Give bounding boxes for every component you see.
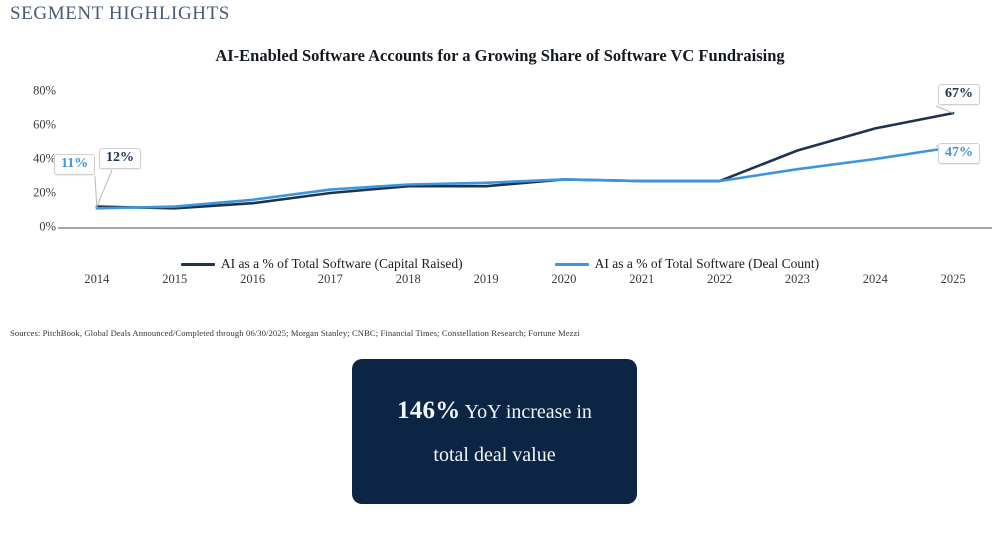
x-tick-label: 2016 <box>240 272 266 286</box>
line-capital-raised <box>95 111 955 210</box>
y-axis: 0% 20% 40% 60% 80% <box>0 80 56 240</box>
stat-card-line-2: total deal value <box>433 444 556 466</box>
legend-swatch-deal-count <box>554 262 589 266</box>
callout-2014-deal-count: 11% <box>54 154 96 176</box>
x-tick-label: 2014 <box>84 272 110 286</box>
x-tick-label: 2018 <box>395 272 421 286</box>
callout-2025-deal-count: 47% <box>938 143 980 165</box>
y-tick-label: 40% <box>33 151 56 166</box>
legend-swatch-capital-raised <box>180 262 215 266</box>
stat-card-line-1: 146% YoY increase in <box>397 398 592 423</box>
chart-legend: AI as a % of Total Software (Capital Rai… <box>0 256 1000 272</box>
chart-title: AI-Enabled Software Accounts for a Growi… <box>215 46 785 65</box>
callout-2025-capital-raised: 67% <box>938 84 980 106</box>
x-tick-label: 2022 <box>707 272 733 286</box>
legend-item-capital-raised: AI as a % of Total Software (Capital Rai… <box>180 256 463 272</box>
legend-item-deal-count: AI as a % of Total Software (Deal Count) <box>554 256 820 272</box>
x-tick-label: 2024 <box>862 272 888 286</box>
x-tick-label: 2021 <box>629 272 655 286</box>
x-tick-label: 2025 <box>940 272 966 286</box>
series-plot <box>58 80 992 240</box>
section-header: SEGMENT HIGHLIGHTS <box>10 3 230 24</box>
y-tick-label: 60% <box>33 117 56 132</box>
sources-note: Sources: PitchBook, Global Deals Announc… <box>10 328 580 338</box>
x-tick-label: 2019 <box>473 272 499 286</box>
legend-label-deal-count: AI as a % of Total Software (Deal Count) <box>594 256 820 271</box>
x-axis: 2014 2015 2016 2017 2018 2019 2020 2021 2022 2023… <box>58 272 992 292</box>
stat-card-metric: 146% <box>397 397 461 424</box>
line-deal-count <box>95 145 955 210</box>
plot-area: 0% 20% 40% 60% 80% 11% 12% 67% 47% 2014 2015 2… <box>0 80 1000 286</box>
x-tick-label: 2015 <box>162 272 188 286</box>
chart-container: AI-Enabled Software Accounts for a Growi… <box>0 40 1000 338</box>
legend-label-capital-raised: AI as a % of Total Software (Capital Rai… <box>220 256 463 271</box>
stat-card: 146% YoY increase in total deal value <box>352 359 637 504</box>
y-tick-label: 0% <box>39 219 56 234</box>
callout-2014-capital-raised: 12% <box>99 148 141 170</box>
x-axis-baseline <box>58 227 992 229</box>
y-tick-label: 80% <box>33 83 56 98</box>
x-tick-label: 2023 <box>784 272 810 286</box>
x-tick-label: 2017 <box>317 272 343 286</box>
line-series-svg <box>95 111 955 210</box>
y-tick-label: 20% <box>33 185 56 200</box>
x-tick-label: 2020 <box>551 272 577 286</box>
stat-card-metric-caption: YoY increase in <box>464 401 592 423</box>
